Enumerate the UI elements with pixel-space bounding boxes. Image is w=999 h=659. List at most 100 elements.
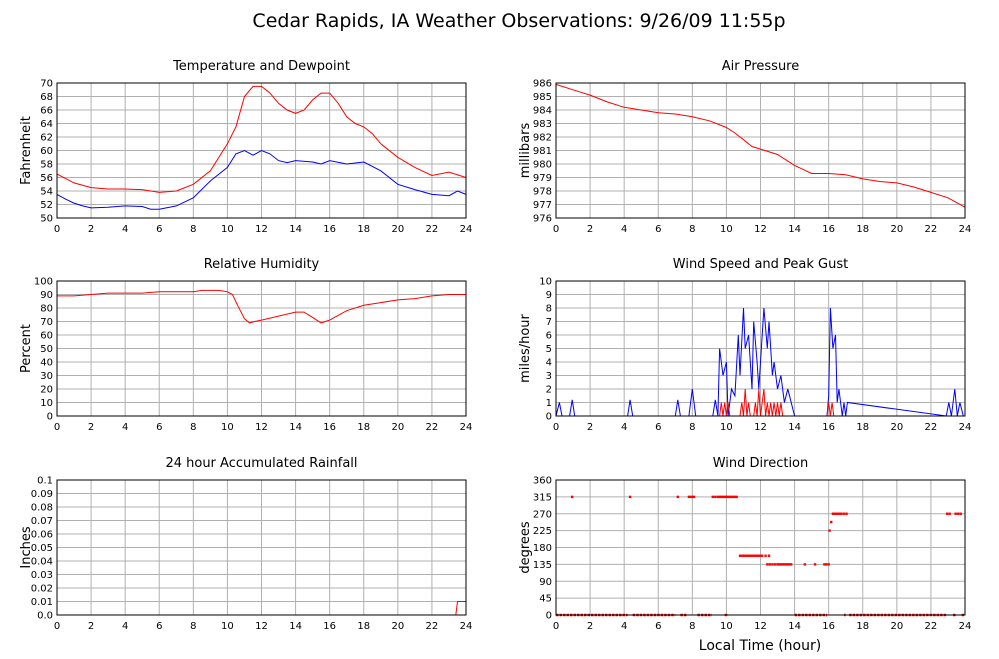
- data-point: [768, 563, 772, 566]
- data-point: [747, 554, 750, 557]
- x-tick-label: 6: [655, 224, 661, 235]
- x-tick-label: 12: [255, 621, 268, 632]
- data-point: [732, 495, 735, 499]
- y-tick-label: 0.1: [37, 476, 53, 487]
- y-axis-title: millibars: [518, 123, 533, 179]
- y-tick-label: 64: [40, 119, 53, 130]
- y-tick-label: 66: [40, 106, 53, 117]
- data-point: [759, 554, 762, 557]
- x-tick-label: 10: [221, 224, 234, 235]
- x-tick-label: 4: [621, 621, 627, 632]
- x-tick-label: 0: [54, 224, 60, 235]
- data-point: [730, 495, 733, 499]
- data-point: [945, 512, 949, 515]
- plot-frame: [56, 82, 467, 219]
- x-tick-label: 6: [156, 422, 162, 433]
- data-point: [745, 554, 749, 557]
- y-tick-label: 6: [546, 331, 552, 342]
- x-tick-label: 12: [255, 422, 268, 433]
- y-axis-title: Inches: [19, 526, 34, 568]
- y-tick-label: 978: [533, 187, 552, 198]
- data-point: [788, 563, 791, 566]
- data-point: [570, 495, 574, 499]
- data-point: [740, 554, 743, 557]
- data-point: [738, 554, 742, 557]
- plot-frame: [555, 280, 966, 417]
- x-tick-label: 14: [788, 224, 801, 235]
- x-tick-label: 24: [959, 422, 972, 433]
- data-point: [749, 554, 752, 557]
- chart-title: Air Pressure: [722, 59, 800, 74]
- x-tick-label: 18: [856, 621, 869, 632]
- data-point: [827, 563, 830, 566]
- y-tick-label: 52: [40, 200, 53, 211]
- y-tick-label: 5: [546, 344, 552, 355]
- data-point: [830, 520, 833, 524]
- x-tick-label: 22: [925, 422, 938, 433]
- y-tick-label: 9: [546, 290, 552, 301]
- x-tick-label: 6: [156, 621, 162, 632]
- x-tick-label: 0: [553, 224, 559, 235]
- data-point: [954, 512, 957, 515]
- y-axis-title: degrees: [518, 521, 533, 574]
- y-tick-label: 270: [533, 509, 552, 520]
- data-point: [778, 563, 781, 566]
- y-tick-label: 0: [546, 611, 552, 622]
- y-tick-label: 62: [40, 133, 53, 144]
- chart-title: Relative Humidity: [204, 257, 320, 272]
- x-tick-label: 0: [54, 621, 60, 632]
- page-title: Cedar Rapids, IA Weather Observations: 9…: [252, 10, 785, 32]
- series-line-0: [555, 83, 966, 208]
- plot-frame: [555, 479, 966, 616]
- data-point: [714, 495, 717, 499]
- data-point: [716, 495, 720, 499]
- plot-frame: [56, 479, 467, 616]
- data-point: [723, 495, 726, 499]
- data-point: [828, 529, 831, 532]
- data-point: [823, 563, 826, 566]
- data-point: [840, 512, 843, 515]
- data-point: [725, 495, 728, 499]
- y-tick-label: 10: [40, 398, 53, 409]
- y-tick-label: 135: [533, 560, 552, 571]
- y-axis-title: Percent: [19, 324, 34, 373]
- series-line-0: [57, 289, 466, 324]
- y-tick-label: 90: [40, 290, 53, 301]
- data-point: [757, 554, 760, 557]
- data-point: [789, 563, 793, 566]
- y-tick-label: 977: [533, 200, 552, 211]
- data-point: [687, 495, 691, 499]
- x-tick-label: 18: [357, 224, 370, 235]
- x-tick-label: 20: [391, 422, 404, 433]
- x-tick-label: 2: [88, 422, 94, 433]
- data-point: [948, 512, 951, 515]
- x-tick-label: 16: [323, 422, 336, 433]
- data-point: [689, 495, 692, 499]
- x-tick-label: 24: [460, 422, 473, 433]
- y-tick-label: 0.01: [31, 597, 53, 608]
- y-tick-label: 360: [533, 476, 552, 487]
- x-tick-label: 24: [959, 224, 972, 235]
- y-axis-title: miles/hour: [518, 313, 533, 382]
- y-tick-label: 54: [40, 187, 53, 198]
- data-point: [956, 512, 960, 515]
- x-axis-label: Local Time (hour): [699, 638, 821, 654]
- data-point: [813, 563, 817, 566]
- data-point: [726, 495, 730, 499]
- y-tick-label: 0.07: [31, 516, 53, 527]
- x-tick-label: 0: [54, 422, 60, 433]
- data-point: [742, 554, 745, 557]
- y-tick-label: 8: [546, 304, 552, 315]
- y-tick-label: 10: [539, 277, 552, 288]
- y-tick-label: 0.0: [37, 611, 53, 622]
- x-tick-label: 22: [426, 224, 439, 235]
- y-tick-label: 0.09: [31, 489, 53, 500]
- data-point: [755, 554, 759, 557]
- x-tick-label: 8: [689, 422, 695, 433]
- data-point: [761, 554, 764, 557]
- data-point: [845, 512, 848, 515]
- data-point: [842, 512, 846, 515]
